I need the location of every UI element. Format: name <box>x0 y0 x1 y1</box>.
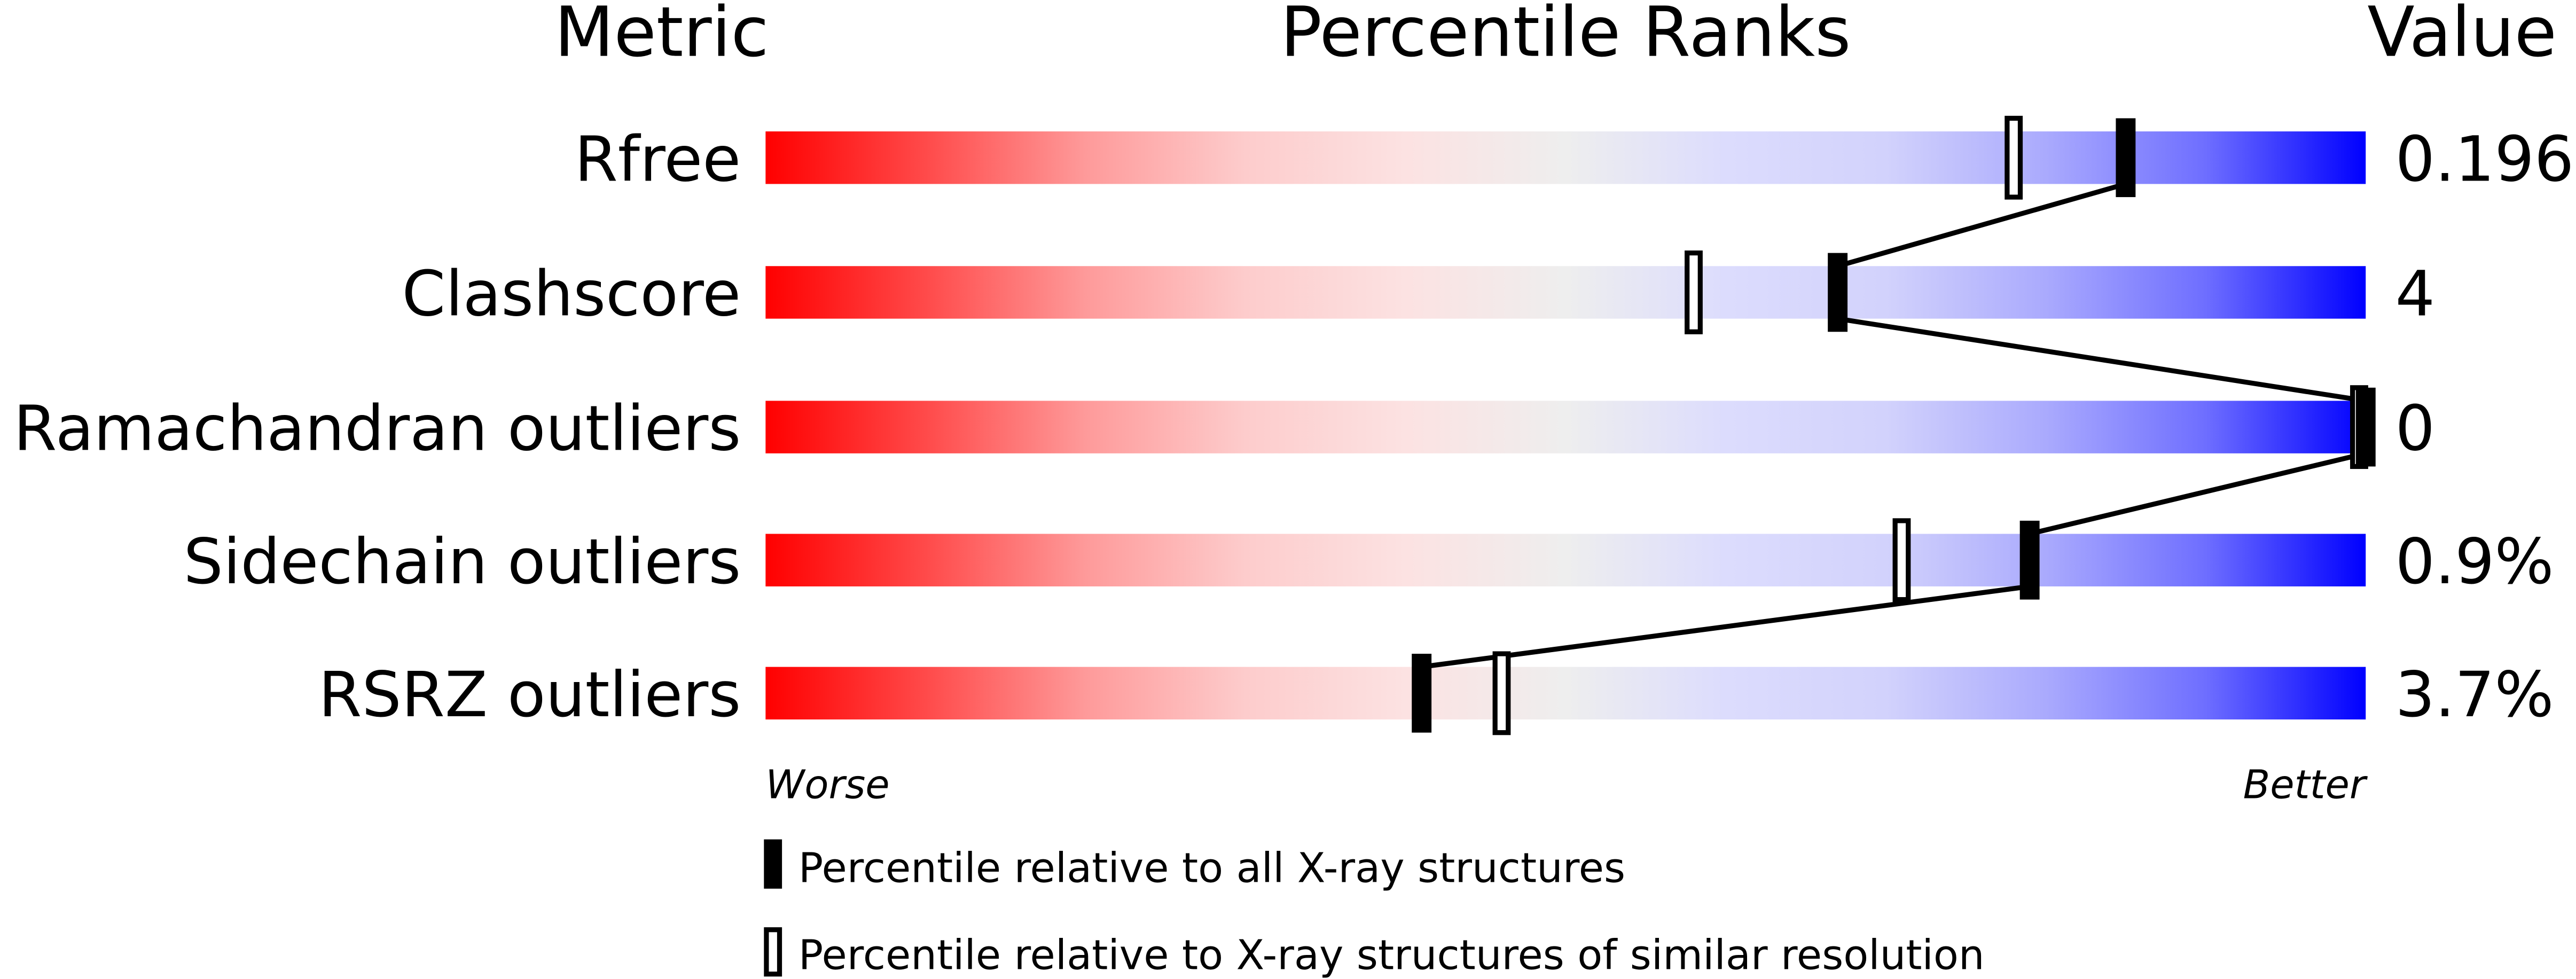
similar-resolution-marker <box>1892 518 1911 602</box>
metric-label: Sidechain outliers <box>184 526 741 598</box>
percentile-bar <box>765 667 2366 720</box>
all-structures-marker <box>2355 387 2376 467</box>
percentile-bar <box>765 131 2366 184</box>
metric-label: Ramachandran outliers <box>13 393 741 465</box>
connector-line <box>2029 451 2367 537</box>
metric-value: 0.9% <box>2395 526 2554 598</box>
all-structures-marker <box>1412 654 1432 733</box>
axis-worse-label: Worse <box>765 762 889 808</box>
legend-similar-marker <box>764 927 782 977</box>
percentile-bar <box>765 266 2366 319</box>
percentile-bar <box>765 534 2366 586</box>
connector-line <box>1837 182 2127 269</box>
metric-value: 0 <box>2395 393 2435 465</box>
metric-label: Clashscore <box>402 258 741 331</box>
header-metric: Metric <box>554 0 769 73</box>
metric-label: Rfree <box>575 123 741 195</box>
legend-similar-label: Percentile relative to X-ray structures … <box>798 932 1985 979</box>
connector-line <box>1837 316 2366 403</box>
metric-value: 3.7% <box>2395 659 2554 731</box>
header-percentile: Percentile Ranks <box>1280 0 1851 73</box>
metric-value: 4 <box>2395 258 2435 331</box>
percentile-bar <box>765 401 2366 453</box>
similar-resolution-marker <box>1685 250 1703 334</box>
header-value: Value <box>2367 0 2557 73</box>
all-structures-marker <box>2116 118 2136 198</box>
legend-all-marker <box>764 839 782 889</box>
all-structures-marker <box>1828 253 1848 332</box>
metric-label: RSRZ outliers <box>318 659 741 731</box>
similar-resolution-marker <box>1492 651 1511 735</box>
connector-line <box>1421 584 2030 670</box>
metric-value: 0.196 <box>2395 123 2574 195</box>
axis-better-label: Better <box>2243 762 2368 808</box>
all-structures-marker <box>2019 520 2040 600</box>
similar-resolution-marker <box>2005 115 2023 200</box>
legend-all-label: Percentile relative to all X-ray structu… <box>798 845 1625 892</box>
